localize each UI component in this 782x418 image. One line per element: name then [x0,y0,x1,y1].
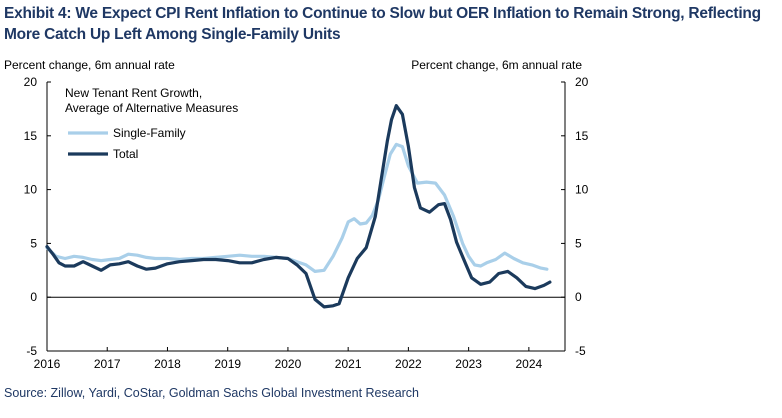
legend-label-total: Total [113,147,138,161]
legend-title-line-1: New Tenant Rent Growth, [65,86,202,100]
legend: New Tenant Rent Growth, Average of Alter… [65,86,238,161]
x-tick-label: 2022 [395,357,422,371]
y-tick-label-right: 5 [575,236,582,250]
y-tick-label-left: 15 [24,129,38,143]
y-tick-label-right: -5 [575,344,586,358]
x-tick-label: 2021 [335,357,362,371]
y-tick-label-left: -5 [26,344,37,358]
source-note: Source: Zillow, Yardi, CoStar, Goldman S… [4,386,420,400]
y-tick-label-right: 20 [575,75,589,89]
y-tick-label-right: 15 [575,129,589,143]
y-tick-label-left: 0 [30,290,37,304]
y-tick-label-left: 5 [30,236,37,250]
y-tick-label-left: 10 [24,183,38,197]
right-axis-label: Percent change, 6m annual rate [411,58,582,72]
chart-title: Exhibit 4: We Expect CPI Rent Inflation … [4,3,780,45]
x-tick-label: 2019 [214,357,241,371]
x-tick-label: 2024 [516,357,543,371]
x-tick-label: 2023 [455,357,482,371]
series-line-total [45,104,552,309]
y-tick-label-left: 20 [24,75,38,89]
chart-title-line-1: Exhibit 4: We Expect CPI Rent Inflation … [4,5,761,22]
x-tick-label: 2020 [275,357,302,371]
series-line-single-family [45,142,549,273]
legend-label-single-family: Single-Family [113,126,186,140]
y-tick-label-right: 10 [575,183,589,197]
series-layer [45,104,552,309]
left-axis-label: Percent change, 6m annual rate [4,58,175,72]
legend-title-line-2: Average of Alternative Measures [65,101,238,115]
x-tick-label: 2017 [94,357,121,371]
y-tick-label-right: 0 [575,290,582,304]
chart-title-line-2: More Catch Up Left Among Single-Family U… [4,26,341,43]
x-tick-label: 2018 [154,357,181,371]
x-tick-label: 2016 [34,357,61,371]
